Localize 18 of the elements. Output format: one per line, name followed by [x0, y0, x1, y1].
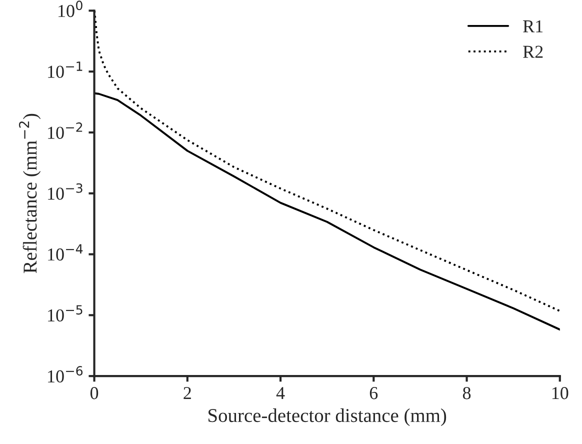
legend-label: R2: [523, 46, 543, 58]
x-tick-label: 4: [276, 387, 285, 400]
x-tick-label: 2: [184, 387, 191, 400]
x-tick-label: 6: [370, 387, 378, 400]
y-tick-label: 10$^{−3}$: [48, 183, 82, 200]
y-tick-label: 10$^{−4}$: [48, 244, 83, 261]
y-axis-title: Reflectance (mm$^{−2}$): [18, 114, 41, 274]
x-tick-label: 10: [552, 387, 568, 400]
y-tick-label: 10$^{0}$: [58, 0, 82, 18]
y-tick-label: 10$^{−2}$: [48, 122, 82, 139]
x-axis-title: Source-detector distance (mm): [208, 408, 446, 426]
x-tick-label: 8: [462, 387, 471, 400]
y-tick-label: 10$^{−5}$: [48, 305, 82, 322]
line-series: [94, 92, 560, 331]
legend-label: R1: [523, 20, 543, 32]
x-tick-label: 0: [90, 387, 98, 400]
y-tick-label: 10$^{−1}$: [48, 62, 82, 78]
y-tick-label: 10$^{−6}$: [48, 366, 83, 382]
